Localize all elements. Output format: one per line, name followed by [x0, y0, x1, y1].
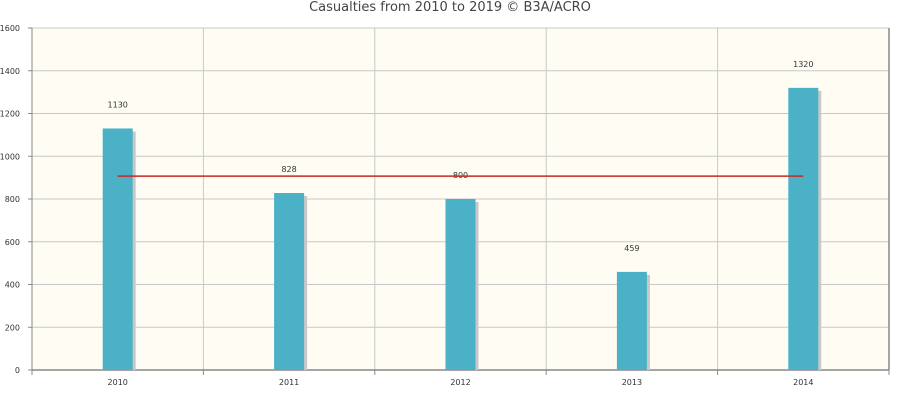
x-tick-label: 2012 — [450, 378, 470, 387]
y-tick-label: 1600 — [0, 24, 20, 33]
y-tick-label: 1400 — [0, 67, 20, 76]
y-tick-label: 800 — [5, 195, 20, 204]
bar — [274, 193, 305, 370]
y-tick-label: 1000 — [0, 152, 20, 161]
x-tick-label: 2010 — [108, 378, 128, 387]
y-tick-label: 600 — [5, 238, 20, 247]
chart-title: Casualties from 2010 to 2019 © B3A/ACRO — [309, 0, 591, 15]
data-label: 1130 — [108, 100, 128, 109]
bar — [102, 128, 133, 370]
data-label: 828 — [281, 165, 296, 174]
bar — [788, 87, 819, 370]
y-tick-label: 200 — [5, 323, 20, 332]
y-tick-label: 1200 — [0, 110, 20, 119]
x-tick-label: 2013 — [622, 378, 642, 387]
x-tick-label: 2011 — [279, 378, 299, 387]
x-tick-label: 2014 — [793, 378, 813, 387]
data-label: 459 — [624, 244, 639, 253]
y-tick-label: 400 — [5, 281, 20, 290]
bar — [445, 199, 476, 370]
data-label: 1320 — [793, 60, 813, 69]
y-tick-label: 0 — [15, 366, 20, 375]
bar — [616, 271, 647, 370]
